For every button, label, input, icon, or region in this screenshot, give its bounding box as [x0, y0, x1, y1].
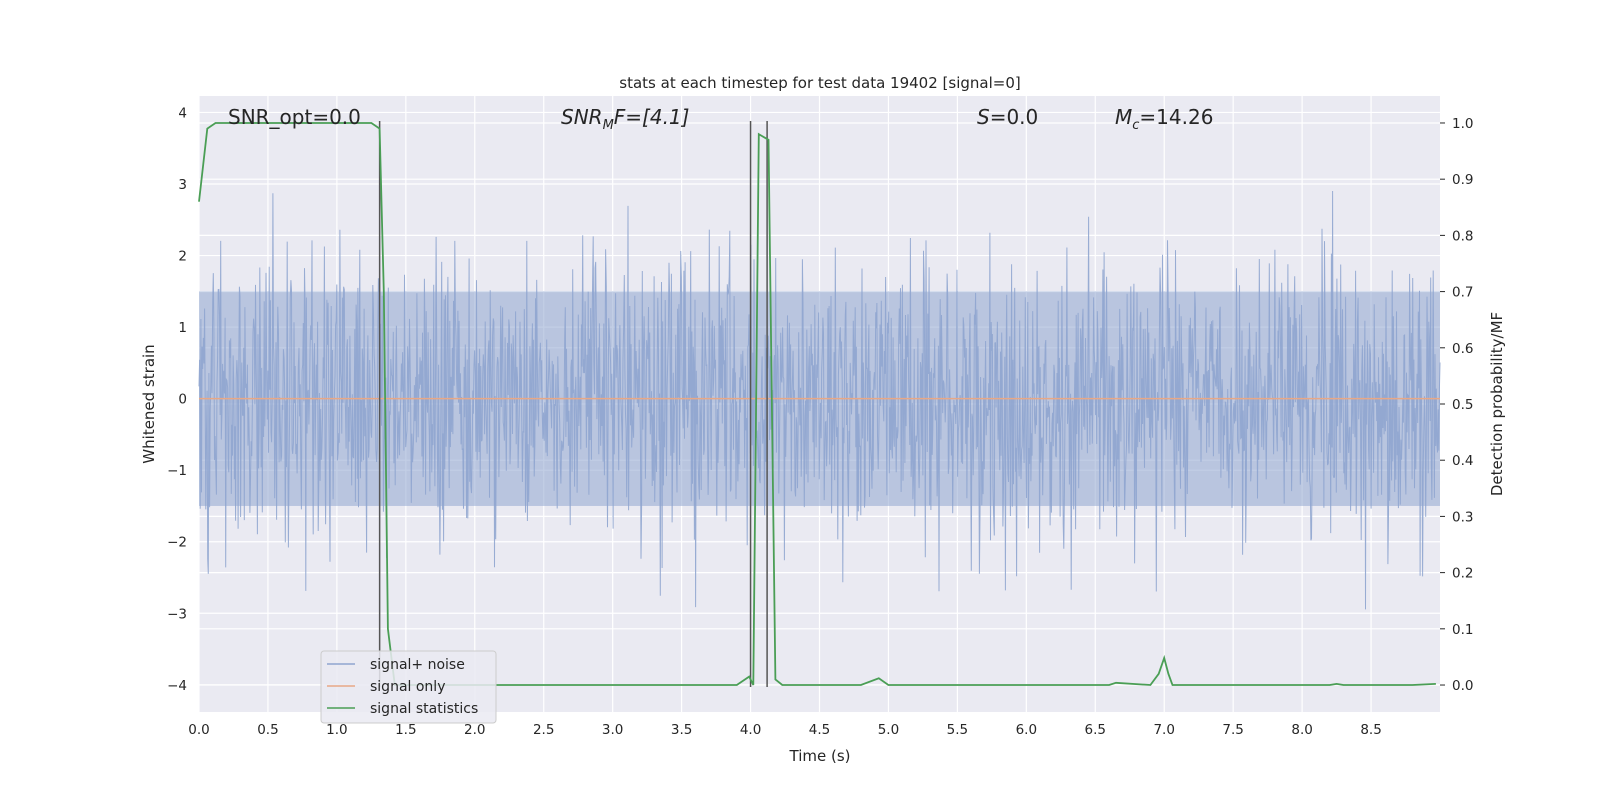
y-right-tick-label: 0.9 [1452, 172, 1473, 188]
snr-mf-rest: F=[4.1] [614, 105, 690, 129]
x-tick-label: 6.5 [1085, 722, 1106, 738]
x-tick-label: 3.5 [671, 722, 692, 738]
s-main: S [977, 105, 990, 129]
annotation-mc: Mc=14.26 [1115, 105, 1213, 133]
mc-sub: c [1132, 118, 1139, 133]
y-tick-label: 3 [178, 177, 187, 193]
annotation-snr-mf: SNRMF=[4.1] [561, 105, 689, 133]
chart-title: stats at each timestep for test data 194… [619, 74, 1020, 92]
x-tick-label: 3.0 [602, 722, 623, 738]
snr-mf-sub: M [603, 118, 614, 133]
x-tick-label: 8.5 [1360, 722, 1381, 738]
x-tick-label: 2.0 [464, 722, 485, 738]
y-right-axis-label: Detection probability/MF [1488, 312, 1506, 496]
signal-statistics-series [198, 122, 1436, 686]
y-tick-label: 4 [178, 105, 187, 121]
y-tick-label: −1 [167, 463, 187, 479]
legend: signal+ noise signal only signal statist… [320, 650, 497, 724]
signal-statistics-line [198, 122, 1436, 686]
x-tick-label: 0.0 [188, 722, 209, 738]
x-tick-label: 5.0 [878, 722, 899, 738]
x-axis-label: Time (s) [789, 747, 851, 765]
y-right-tick-label: 0.5 [1452, 397, 1473, 413]
y-right-tick-label: 0.0 [1452, 678, 1473, 694]
y-right-tick-label: 0.7 [1452, 285, 1473, 301]
y-right-tick-label: 0.3 [1452, 509, 1473, 525]
mc-rest: =14.26 [1139, 105, 1213, 129]
legend-label-signal-noise: signal+ noise [370, 657, 465, 673]
y-axis-label: Whitened strain [140, 344, 158, 463]
y-right-tick-label: 0.6 [1452, 341, 1473, 357]
y-right-tick-label: 0.8 [1452, 228, 1473, 244]
y-right-tick-labels: 1.0 0.9 0.8 0.7 0.6 0.5 0.4 0.3 0.2 0.1 0.0 [1440, 116, 1473, 694]
annotation-snr-opt: SNR_opt=0.0 [228, 105, 361, 129]
x-tick-label: 1.5 [395, 722, 416, 738]
x-tick-label: 5.5 [947, 722, 968, 738]
y-right-tick-label: 0.2 [1452, 566, 1473, 582]
vertical-markers [378, 120, 768, 688]
x-tick-labels: 0.0 0.5 1.0 1.5 2.0 2.5 3.0 3.5 4.0 4.5 5.0 5.5 6.0 6… [188, 722, 1382, 738]
legend-box [320, 650, 497, 724]
y-right-tick-label: 1.0 [1452, 116, 1473, 132]
mc-main: M [1115, 105, 1132, 129]
x-tick-label: 8.0 [1291, 722, 1312, 738]
y-tick-label: −3 [167, 606, 187, 622]
x-tick-label: 0.5 [257, 722, 278, 738]
y-tick-label: −4 [167, 678, 187, 694]
legend-label-signal-statistics: signal statistics [370, 701, 478, 717]
annotation-s: S=0.0 [977, 105, 1038, 129]
y-right-tick-label: 0.4 [1452, 453, 1473, 469]
x-tick-label: 7.0 [1153, 722, 1174, 738]
y-tick-label: 1 [178, 320, 187, 336]
y-tick-label: 2 [178, 249, 187, 265]
x-tick-label: 7.5 [1222, 722, 1243, 738]
x-tick-label: 4.0 [740, 722, 761, 738]
y-tick-labels: 4 3 2 1 0 −1 −2 −3 −4 [167, 105, 187, 693]
snr-mf-main: SNR [561, 105, 603, 129]
y-tick-label: 0 [178, 392, 187, 408]
x-tick-label: 6.0 [1016, 722, 1037, 738]
x-tick-label: 4.5 [809, 722, 830, 738]
x-tick-label: 1.0 [326, 722, 347, 738]
x-tick-label: 2.5 [533, 722, 554, 738]
y-right-tick-label: 0.1 [1452, 622, 1473, 638]
y-tick-label: −2 [167, 535, 187, 551]
legend-label-signal-only: signal only [370, 679, 445, 695]
s-rest: =0.0 [990, 105, 1039, 129]
